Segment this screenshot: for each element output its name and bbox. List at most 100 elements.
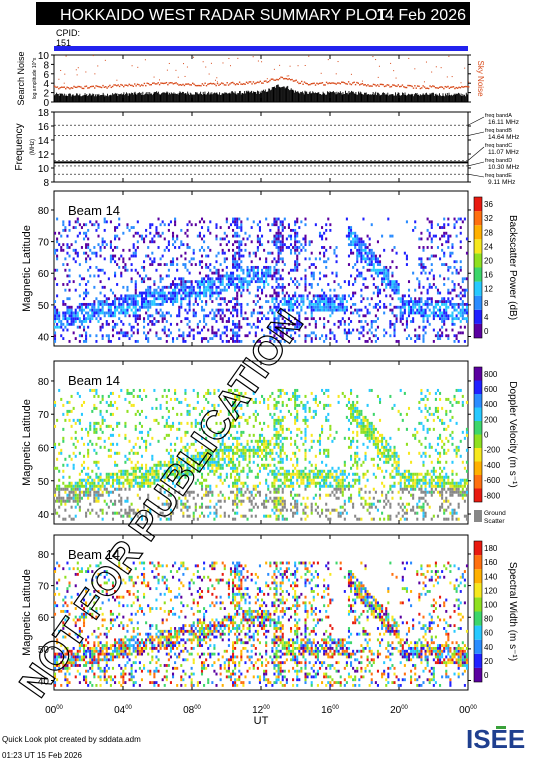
velocity-cell [176,457,179,461]
velocity-cell [91,487,94,491]
power-cell [323,302,326,306]
power-cell [232,337,235,340]
sky-noise-scatter [423,81,425,83]
power-cell [151,314,154,318]
power-cell [99,268,102,272]
velocity-cell [205,436,208,440]
power-cell [447,223,450,227]
power-cell [111,314,115,318]
power-cell [62,311,65,315]
power-cell [118,237,121,241]
power-cell [87,311,90,315]
power-cell [298,240,301,244]
power-cell [296,220,299,224]
power-cell [360,300,363,303]
power-cell [443,300,446,303]
power-cell [227,274,230,278]
power-cell [126,294,129,298]
sky-noise-point [190,84,193,86]
sky-noise-point [63,86,66,88]
power-cell [82,320,86,323]
power-cell [416,300,419,303]
power-cell [420,257,423,261]
power-cell [176,257,179,261]
power-cell [296,322,299,326]
sky-noise-point [426,87,428,89]
power-cell [335,260,338,264]
power-cell [60,322,63,326]
velocity-cell [190,457,193,461]
power-cell [441,320,444,323]
power-cell [143,277,146,281]
power-cell [87,325,90,329]
sky-noise-point [288,78,290,80]
power-cell [161,320,164,323]
power-cell [223,285,226,289]
power-cell [364,320,367,323]
velocity-cell [126,514,129,518]
power-cell [358,331,361,335]
power-cell [314,305,317,309]
power-cell [159,291,162,295]
velocity-cell [157,496,160,500]
velocity-cell [80,484,83,488]
power-cell [463,339,466,343]
velocity-cell [169,397,172,401]
sky-noise-scatter [137,66,139,68]
power-cell [364,285,367,289]
velocity-cell [95,406,98,410]
power-cell [161,288,164,292]
power-cell [265,268,268,272]
sky-noise-point [277,79,279,81]
velocity-cell [227,448,230,452]
sky-noise-scatter [390,62,392,64]
velocity-cell [109,400,112,404]
velocity-cell [99,427,102,431]
power-cell [188,220,191,224]
power-cell [163,294,166,298]
power-cell [124,265,127,269]
velocity-cell [76,499,79,503]
velocity-cell [58,451,61,455]
velocity-cell [174,490,177,494]
power-cell [430,246,433,249]
power-cell [287,300,290,303]
velocity-cell [58,478,61,482]
power-cell [198,285,201,289]
power-cell [114,300,117,303]
velocity-cell [246,475,249,479]
power-cell [261,311,264,315]
power-cell [298,263,301,266]
power-cell [103,228,106,232]
power-cell [232,328,235,332]
power-cell [240,220,243,224]
velocity-cell [196,400,199,404]
velocity-cell [217,457,220,461]
power-cell [180,277,183,281]
power-cell [436,314,440,318]
velocity-cell [54,466,57,470]
power-cell [109,240,112,244]
sky-noise-point [462,86,464,88]
power-cell [339,285,342,289]
power-cell [136,231,139,235]
power-cell [412,311,415,315]
power-cell [399,320,402,323]
power-cell [457,339,460,343]
power-cell [387,271,390,275]
velocity-cell [60,397,63,401]
power-cell [89,302,92,306]
power-cell [76,317,79,321]
power-cell [449,234,452,238]
power-colorbar-segment [474,239,482,254]
power-cell [238,277,241,281]
power-cell [87,228,90,232]
power-cell [424,331,427,335]
power-cell [147,302,150,306]
power-cell [215,285,218,289]
power-cell [422,285,425,289]
power-cell [329,314,332,318]
power-cell [200,305,204,309]
velocity-cell [186,490,189,494]
